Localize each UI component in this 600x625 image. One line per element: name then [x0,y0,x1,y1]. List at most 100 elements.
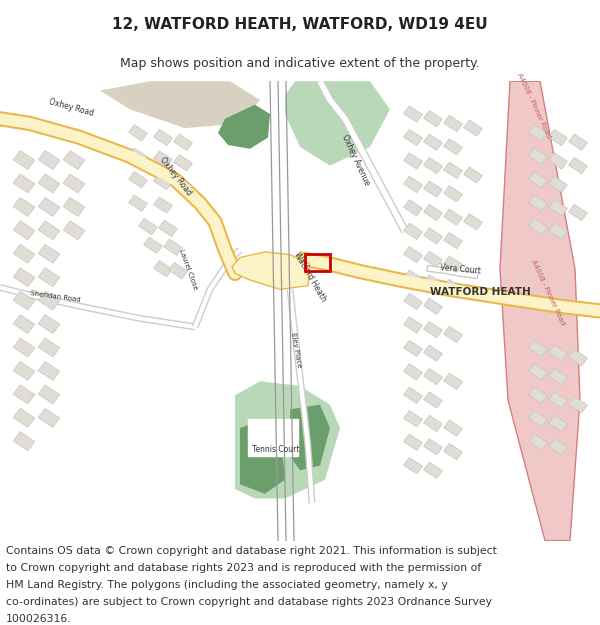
Polygon shape [548,439,568,455]
Polygon shape [548,199,568,216]
Polygon shape [128,124,148,141]
Polygon shape [529,411,547,427]
Polygon shape [548,176,568,192]
Polygon shape [424,158,442,174]
Polygon shape [569,396,587,413]
Polygon shape [38,314,60,334]
Polygon shape [154,151,172,168]
Polygon shape [529,195,547,211]
Polygon shape [404,387,422,404]
Polygon shape [154,197,172,213]
Text: Oxhey Road: Oxhey Road [158,156,193,198]
Polygon shape [443,162,463,179]
Text: Eley Place: Eley Place [290,332,302,368]
Polygon shape [154,261,172,277]
Polygon shape [38,244,60,263]
Text: co-ordinates) are subject to Crown copyright and database rights 2023 Ordnance S: co-ordinates) are subject to Crown copyr… [6,597,492,607]
Polygon shape [443,420,463,436]
Polygon shape [424,204,442,221]
Polygon shape [424,439,442,455]
Polygon shape [63,151,85,169]
Polygon shape [443,373,463,389]
Polygon shape [128,171,148,188]
Polygon shape [404,293,422,310]
Polygon shape [128,195,148,211]
Polygon shape [13,338,35,357]
Polygon shape [235,381,340,499]
Polygon shape [424,274,442,291]
Text: A4008 - Pinner Road: A4008 - Pinner Road [516,71,551,139]
Polygon shape [173,178,193,194]
Polygon shape [404,270,422,286]
Text: Watford Heath: Watford Heath [292,251,328,304]
Polygon shape [290,405,330,470]
Polygon shape [529,387,547,404]
Text: A4008 - Pinner Road: A4008 - Pinner Road [530,259,566,326]
Polygon shape [285,81,390,166]
Polygon shape [158,220,178,237]
Text: Contains OS data © Crown copyright and database right 2021. This information is : Contains OS data © Crown copyright and d… [6,546,497,556]
Polygon shape [464,120,482,136]
Polygon shape [569,204,587,221]
Bar [305,254,330,271]
Polygon shape [38,268,60,287]
Polygon shape [404,199,422,216]
Polygon shape [424,134,442,151]
Polygon shape [404,340,422,357]
Polygon shape [13,151,35,169]
Polygon shape [173,154,193,171]
Polygon shape [13,244,35,263]
Text: WATFORD HEATH: WATFORD HEATH [430,287,531,297]
Polygon shape [548,368,568,385]
Polygon shape [404,434,422,451]
Polygon shape [128,148,148,164]
Polygon shape [569,349,587,366]
Polygon shape [548,392,568,408]
Polygon shape [529,218,547,235]
Polygon shape [548,345,568,361]
Bar [248,419,298,456]
Polygon shape [404,246,422,263]
Text: Map shows position and indicative extent of the property.: Map shows position and indicative extent… [120,57,480,70]
Polygon shape [424,345,442,361]
Polygon shape [443,326,463,342]
Polygon shape [529,124,547,141]
Polygon shape [13,221,35,240]
Text: Sheridan Road: Sheridan Road [30,289,81,302]
Polygon shape [404,152,422,169]
Polygon shape [443,232,463,249]
Polygon shape [529,340,547,357]
Polygon shape [232,252,310,289]
Polygon shape [569,158,587,174]
Polygon shape [13,174,35,193]
Polygon shape [424,415,442,432]
Polygon shape [38,221,60,240]
Polygon shape [404,176,422,192]
Polygon shape [443,139,463,155]
Polygon shape [13,291,35,310]
Polygon shape [139,218,157,235]
Polygon shape [443,443,463,460]
Text: Laurel Close: Laurel Close [178,248,198,291]
Polygon shape [404,411,422,427]
Polygon shape [464,167,482,183]
Polygon shape [38,198,60,216]
Polygon shape [424,321,442,338]
Polygon shape [404,223,422,239]
Text: 12, WATFORD HEATH, WATFORD, WD19 4EU: 12, WATFORD HEATH, WATFORD, WD19 4EU [112,17,488,32]
Polygon shape [443,115,463,132]
Polygon shape [548,415,568,432]
Polygon shape [100,81,260,128]
Polygon shape [529,434,547,451]
Polygon shape [154,129,172,146]
Polygon shape [169,262,187,279]
Polygon shape [13,361,35,381]
Text: Oxhey Avenue: Oxhey Avenue [340,132,371,186]
Polygon shape [548,129,568,146]
Polygon shape [63,198,85,216]
Polygon shape [404,129,422,146]
Polygon shape [424,251,442,268]
Polygon shape [38,385,60,404]
Text: Oxhey Road: Oxhey Road [48,98,95,118]
Polygon shape [38,338,60,357]
